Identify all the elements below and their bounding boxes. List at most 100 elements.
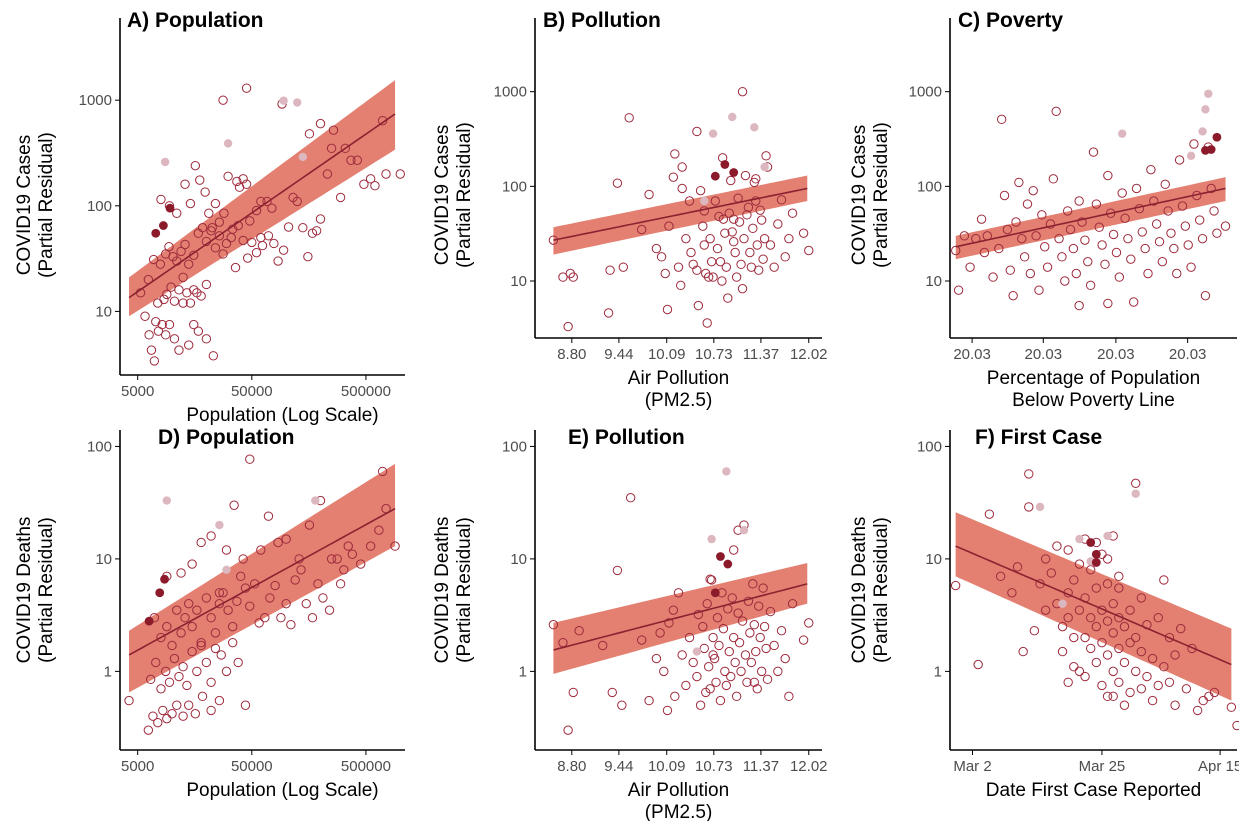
data-point xyxy=(197,691,208,702)
highlighted-point-light xyxy=(707,534,716,544)
data-point xyxy=(999,190,1010,201)
data-point xyxy=(730,247,740,258)
data-point xyxy=(164,241,174,252)
data-point xyxy=(214,217,225,227)
data-point xyxy=(662,705,673,716)
data-point xyxy=(241,83,252,93)
x-tick-label: 9.44 xyxy=(604,758,633,775)
x-tick-label: 10.09 xyxy=(648,346,686,363)
data-point xyxy=(1102,650,1113,660)
data-point xyxy=(178,298,188,308)
data-point xyxy=(705,574,715,584)
data-point xyxy=(1083,256,1093,267)
data-point xyxy=(612,565,623,576)
data-point xyxy=(548,620,559,630)
data-point xyxy=(745,247,755,258)
data-point xyxy=(718,214,729,224)
highlighted-point-light xyxy=(1118,129,1127,138)
data-point xyxy=(1157,256,1168,267)
highlighted-point xyxy=(165,203,175,213)
y-axis-label: (Partial Residual) xyxy=(36,517,57,663)
data-point xyxy=(708,272,718,282)
data-point xyxy=(1097,637,1107,648)
data-point xyxy=(670,149,680,159)
data-point xyxy=(365,174,376,184)
data-point xyxy=(1120,213,1130,223)
data-point xyxy=(965,262,975,272)
data-point xyxy=(734,217,745,227)
data-point xyxy=(151,316,161,327)
y-tick-label: 1000 xyxy=(909,84,942,101)
highlighted-point-light xyxy=(1201,105,1210,114)
data-point xyxy=(176,568,186,578)
panel-title: F) First Case xyxy=(975,426,1102,449)
data-point xyxy=(1019,252,1030,262)
data-point xyxy=(563,321,573,332)
highlighted-point-light xyxy=(223,139,233,148)
data-point xyxy=(210,198,221,209)
x-axis-label: Air Pollution xyxy=(628,368,729,389)
data-point xyxy=(260,613,270,623)
data-point xyxy=(702,318,712,328)
data-point xyxy=(598,640,608,651)
data-point xyxy=(233,657,243,668)
data-point xyxy=(359,179,369,189)
data-point xyxy=(1136,646,1147,657)
data-point xyxy=(721,262,732,272)
data-point xyxy=(278,245,289,255)
data-point xyxy=(326,554,337,564)
x-axis-label: Air Pollution xyxy=(628,780,729,801)
data-point xyxy=(693,300,704,311)
data-point xyxy=(172,605,182,615)
y-tick-label: 100 xyxy=(917,178,942,195)
data-point xyxy=(1111,247,1122,258)
data-point xyxy=(1091,583,1102,593)
highlighted-point-light xyxy=(222,565,231,575)
x-axis-label: Percentage of Population xyxy=(987,368,1200,389)
data-point xyxy=(197,223,208,233)
data-point xyxy=(315,214,326,224)
data-point xyxy=(723,293,733,303)
data-point xyxy=(761,643,771,654)
data-point xyxy=(1074,300,1084,311)
data-point xyxy=(281,534,291,544)
data-point xyxy=(724,646,734,657)
y-tick-label: 1 xyxy=(519,663,527,680)
data-point xyxy=(1024,469,1034,479)
data-point xyxy=(695,185,706,196)
data-point xyxy=(765,240,776,250)
data-point xyxy=(149,356,160,366)
data-point xyxy=(737,616,748,626)
highlighted-point-light xyxy=(722,467,731,476)
data-point xyxy=(759,233,770,244)
data-point xyxy=(1159,575,1169,585)
data-point xyxy=(195,175,205,185)
data-point xyxy=(189,319,199,330)
data-point xyxy=(1119,700,1130,710)
data-point xyxy=(706,256,717,267)
data-point xyxy=(695,700,706,710)
highlighted-point-light xyxy=(700,196,709,206)
data-point xyxy=(688,657,698,668)
y-tick-label: 10 xyxy=(510,273,527,290)
data-point xyxy=(204,208,214,218)
data-point xyxy=(221,666,232,677)
data-point xyxy=(1114,571,1124,582)
data-point xyxy=(1054,233,1064,244)
data-point xyxy=(1048,174,1059,184)
data-point xyxy=(714,640,724,651)
data-point xyxy=(1180,221,1191,231)
y-axis-label: COVID19 Deaths xyxy=(14,517,35,664)
data-point xyxy=(659,666,669,677)
data-point xyxy=(153,717,163,728)
data-point xyxy=(1147,695,1158,706)
y-tick-label: 100 xyxy=(502,438,527,455)
data-point xyxy=(758,583,768,593)
y-tick-label: 1000 xyxy=(79,92,112,109)
data-point xyxy=(688,259,698,270)
data-point xyxy=(1149,196,1159,206)
data-point xyxy=(184,700,194,710)
data-point xyxy=(221,545,232,555)
data-point xyxy=(1170,650,1180,660)
